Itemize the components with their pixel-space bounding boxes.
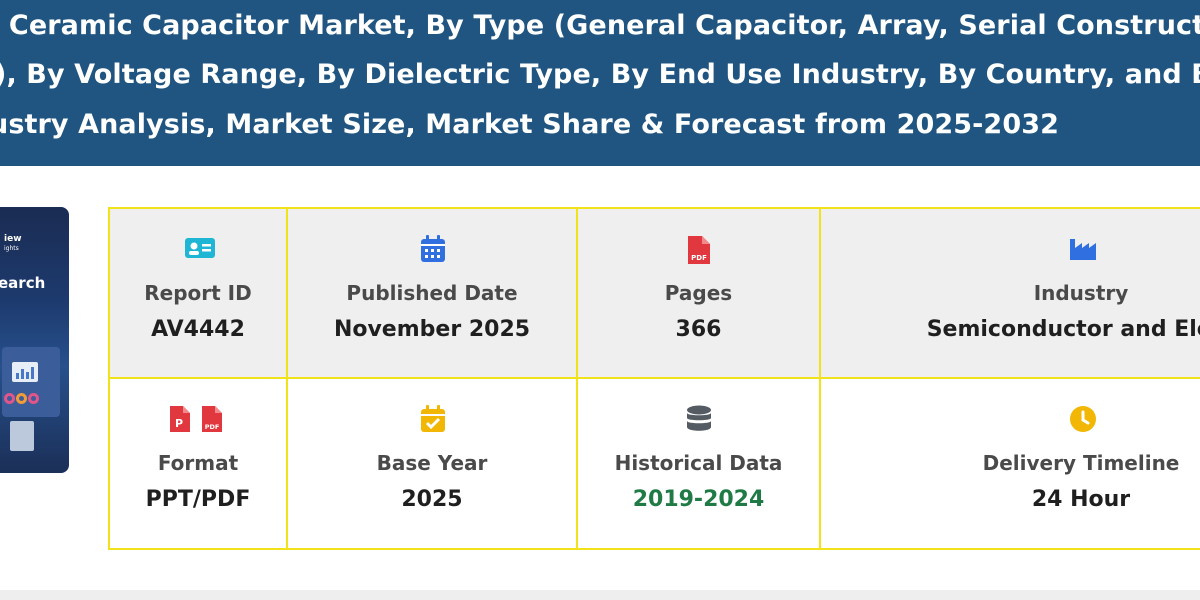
cover-donut-graphics bbox=[4, 393, 39, 407]
pdf-file-icon: PDF bbox=[686, 235, 712, 264]
calendar-icon bbox=[420, 235, 446, 263]
cover-brand-name: iew bbox=[4, 234, 22, 244]
base-year-label: Base Year bbox=[376, 451, 488, 475]
published-date-cell: Published Date November 2025 bbox=[286, 207, 578, 379]
cover-brand-text: iew ights bbox=[4, 234, 22, 254]
historical-data-label: Historical Data bbox=[614, 451, 783, 475]
pages-value: 366 bbox=[675, 317, 722, 342]
report-cover-image: iew ights earch bbox=[0, 207, 69, 473]
svg-text:PDF: PDF bbox=[205, 423, 220, 431]
report-id-label: Report ID bbox=[144, 281, 252, 305]
published-date-value: November 2025 bbox=[333, 317, 531, 342]
industry-cell: Industry Semiconductor and Elect bbox=[819, 207, 1200, 379]
factory-icon bbox=[1069, 235, 1097, 263]
id-card-icon bbox=[184, 235, 216, 263]
published-date-label: Published Date bbox=[346, 281, 518, 305]
cover-chart-card bbox=[12, 362, 38, 382]
svg-text:P: P bbox=[175, 417, 183, 430]
report-details-grid: Report ID AV4442 Published Date November… bbox=[108, 207, 1200, 550]
delivery-timeline-value: 24 Hour bbox=[1031, 487, 1131, 512]
pages-cell: PDF Pages 366 bbox=[576, 207, 821, 379]
pages-label: Pages bbox=[664, 281, 733, 305]
cover-title-word: earch bbox=[0, 274, 46, 292]
ppt-file-icon: P bbox=[170, 406, 190, 432]
report-title-line-3: ustry Analysis, Market Size, Market Shar… bbox=[0, 109, 1059, 140]
base-year-cell: Base Year 2025 bbox=[286, 377, 578, 550]
database-icon bbox=[686, 405, 712, 433]
svg-text:PDF: PDF bbox=[691, 254, 707, 262]
report-title-line-1: r Ceramic Capacitor Market, By Type (Gen… bbox=[0, 10, 1200, 41]
industry-value: Semiconductor and Elect bbox=[926, 317, 1200, 342]
report-title-line-2: ), By Voltage Range, By Dielectric Type,… bbox=[0, 59, 1200, 90]
industry-label: Industry bbox=[1033, 281, 1129, 305]
delivery-timeline-label: Delivery Timeline bbox=[982, 451, 1180, 475]
format-label: Format bbox=[157, 451, 239, 475]
format-cell: P PDF Format PPT/PDF bbox=[108, 377, 288, 550]
delivery-timeline-cell: Delivery Timeline 24 Hour bbox=[819, 377, 1200, 550]
report-id-value: AV4442 bbox=[151, 317, 245, 342]
format-value: PPT/PDF bbox=[145, 487, 251, 512]
report-id-cell: Report ID AV4442 bbox=[108, 207, 288, 379]
cover-brand-sub: ights bbox=[4, 245, 19, 252]
historical-data-value: 2019-2024 bbox=[632, 487, 765, 512]
cover-device-graphic bbox=[10, 421, 34, 451]
calendar-check-icon bbox=[420, 405, 446, 433]
base-year-value: 2025 bbox=[401, 487, 463, 512]
historical-data-cell: Historical Data 2019-2024 bbox=[576, 377, 821, 550]
cover-monitor-graphic bbox=[2, 347, 60, 417]
pdf-file-icon: PDF bbox=[202, 406, 222, 432]
ppt-pdf-icons: P PDF bbox=[168, 405, 224, 433]
clock-icon bbox=[1069, 405, 1097, 433]
report-title-banner: r Ceramic Capacitor Market, By Type (Gen… bbox=[0, 0, 1200, 166]
page-bottom-strip bbox=[0, 590, 1200, 600]
